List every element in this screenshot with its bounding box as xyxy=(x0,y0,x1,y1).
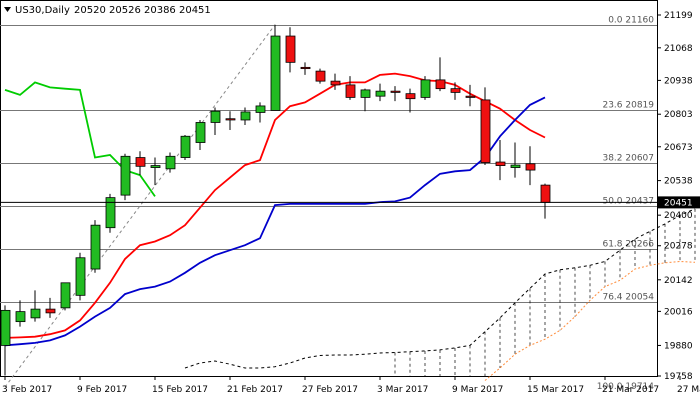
candle-body xyxy=(405,93,416,100)
fib-level-label: 38.2 20607 xyxy=(602,154,654,164)
candle-body xyxy=(495,161,506,166)
x-tick-label: 3 Feb 2017 xyxy=(2,385,52,395)
candle-body xyxy=(450,88,461,93)
candle-body xyxy=(60,282,71,309)
candle-body xyxy=(510,164,521,168)
candle-body xyxy=(255,105,266,113)
candle-body xyxy=(420,79,431,98)
fib-level-label: 76.4 20054 xyxy=(602,293,654,303)
y-tick-label: 20938 xyxy=(664,76,693,86)
plot-frame xyxy=(0,0,658,377)
y-tick-label: 20278 xyxy=(664,242,693,252)
y-tick-label: 20016 xyxy=(664,307,693,317)
x-tick-label: 21 Mar 2017 xyxy=(602,385,659,395)
x-tick-label: 21 Feb 2017 xyxy=(227,385,283,395)
candle-body xyxy=(435,79,446,90)
candle-body xyxy=(45,308,56,314)
candle-body xyxy=(480,99,491,163)
candle-body xyxy=(0,309,11,346)
x-tick-label: 27 Mar 2017 xyxy=(677,385,700,395)
candle-body xyxy=(525,163,536,171)
fib-trend-line xyxy=(4,24,276,388)
fib-level-label: 23.6 20819 xyxy=(602,101,654,111)
x-tick-label: 27 Feb 2017 xyxy=(302,385,358,395)
y-tick-label: 20803 xyxy=(664,110,693,120)
candle-body xyxy=(195,122,206,143)
x-tick-label: 15 Mar 2017 xyxy=(527,385,584,395)
y-tick-label: 20538 xyxy=(664,177,693,187)
indicator-line xyxy=(4,81,156,197)
y-tick-label: 21068 xyxy=(664,44,693,54)
chart-title: US30,Daily xyxy=(15,5,70,16)
candle-body xyxy=(240,111,251,121)
candle-body xyxy=(330,80,341,86)
candle-body xyxy=(465,95,476,98)
fib-level-label: 100.0 19714 xyxy=(597,382,655,392)
candle-body xyxy=(300,66,311,70)
candle-body xyxy=(135,157,146,167)
y-tick-label: 21199 xyxy=(664,11,693,21)
x-tick-label: 3 Mar 2017 xyxy=(377,385,428,395)
ohlc-readout: 20520 20526 20386 20451 xyxy=(74,5,211,16)
candle-body xyxy=(15,311,26,323)
candle-body xyxy=(225,118,236,121)
candle-body xyxy=(30,308,41,319)
candle-body xyxy=(75,257,86,296)
candle-body xyxy=(150,165,161,168)
indicator-line xyxy=(484,260,696,381)
candle-body xyxy=(90,224,101,270)
indicator-line xyxy=(184,208,696,369)
chevron-down-icon xyxy=(4,7,11,12)
indicator-line xyxy=(4,96,546,347)
candle-body xyxy=(165,155,176,170)
fib-level-label: 50.0 20437 xyxy=(602,197,654,207)
x-tick-label: 9 Mar 2017 xyxy=(452,385,503,395)
candle-body xyxy=(360,89,371,98)
candle-body xyxy=(270,35,281,111)
candle-body xyxy=(210,110,221,123)
candle-body xyxy=(375,90,386,97)
y-tick-label: 19880 xyxy=(664,341,693,351)
candle-body xyxy=(180,135,191,158)
candle-body xyxy=(105,197,116,229)
candle-body xyxy=(285,35,296,63)
candle-body xyxy=(315,70,326,82)
y-tick-label: 19758 xyxy=(664,372,693,382)
y-tick-label: 20142 xyxy=(664,276,693,286)
x-tick-label: 15 Feb 2017 xyxy=(152,385,208,395)
candle-body xyxy=(540,184,551,203)
x-tick-label: 9 Feb 2017 xyxy=(77,385,127,395)
candle-body xyxy=(345,84,356,98)
current-price-label: 20451 xyxy=(664,198,693,208)
y-tick-label: 20400 xyxy=(664,211,693,221)
y-tick-label: 20673 xyxy=(664,143,693,153)
candle-body xyxy=(390,90,401,93)
candle-body xyxy=(120,155,131,196)
current-price-box xyxy=(657,196,700,209)
fib-level-label: 0.0 21160 xyxy=(608,16,654,26)
